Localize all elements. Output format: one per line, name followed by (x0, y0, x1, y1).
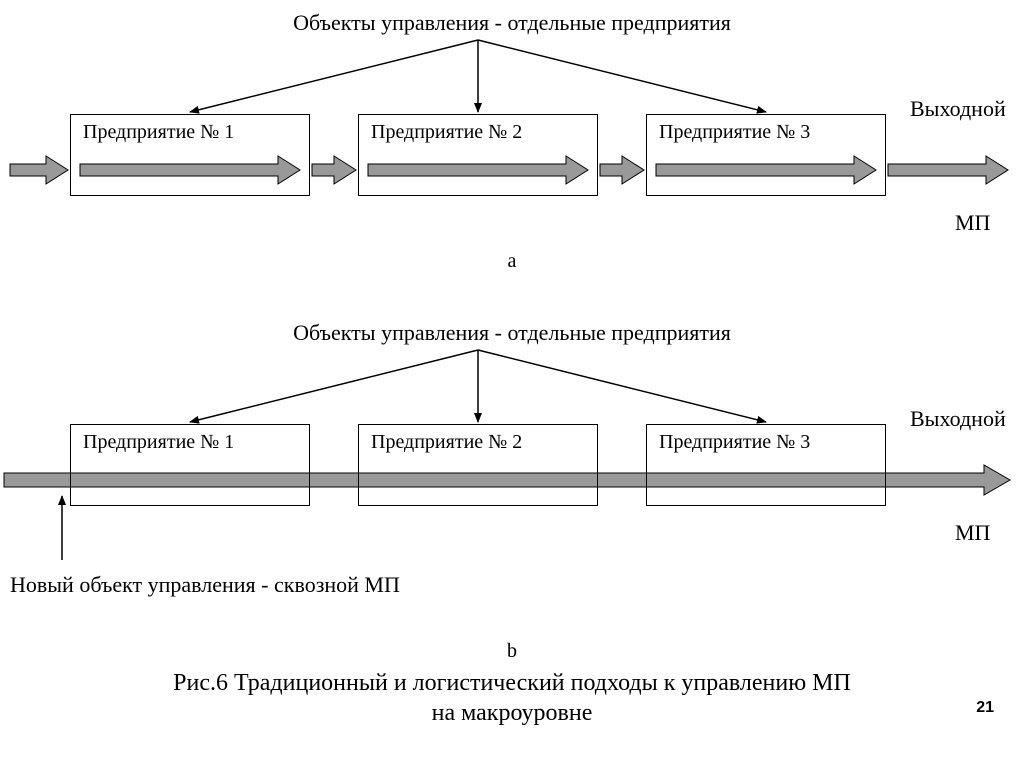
diagram-a-box-2-label: Предприятие № 2 (371, 121, 522, 144)
diagram-b-box-2: Предприятие № 2 (358, 424, 598, 506)
diagram-a-box-2: Предприятие № 2 (358, 114, 598, 196)
diagram-a-box-1-label: Предприятие № 1 (83, 121, 234, 144)
diagram-b-box-2-label: Предприятие № 2 (371, 431, 522, 454)
diagram-stage: Объекты управления - отдельные предприят… (0, 0, 1024, 767)
diagram-b-box-3: Предприятие № 3 (646, 424, 886, 506)
diagram-b-box-1: Предприятие № 1 (70, 424, 310, 506)
diagram-a-box-1: Предприятие № 1 (70, 114, 310, 196)
diagram-a-box-3: Предприятие № 3 (646, 114, 886, 196)
diagram-b-box-1-label: Предприятие № 1 (83, 431, 234, 454)
diagram-b-box-3-label: Предприятие № 3 (659, 431, 810, 454)
diagram-a-box-3-label: Предприятие № 3 (659, 121, 810, 144)
